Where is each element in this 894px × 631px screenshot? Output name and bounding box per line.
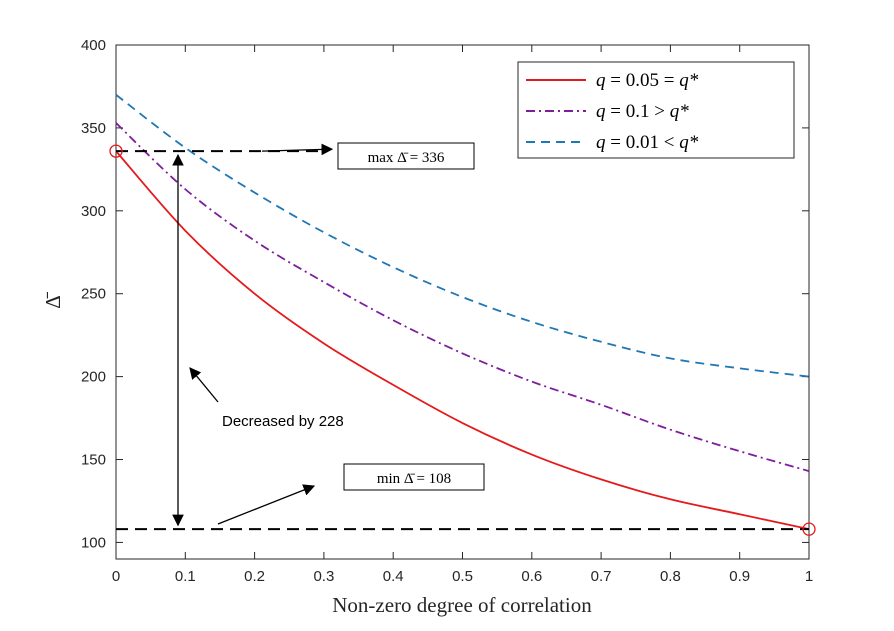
- x-tick-label: 0.2: [244, 568, 265, 585]
- y-tick-label: 200: [81, 369, 106, 386]
- x-tick-label: 0.8: [660, 568, 681, 585]
- min-point-marker: [802, 522, 816, 536]
- max-arrow: [261, 143, 334, 156]
- decrease-arrow: [189, 367, 219, 403]
- x-tick-label: 1: [805, 568, 813, 585]
- x-tick-label: 0.3: [313, 568, 334, 585]
- y-tick-label: 300: [81, 203, 106, 220]
- min-arrow: [217, 484, 316, 525]
- min-label: min Δ̄ = 108: [377, 471, 451, 487]
- x-tick-label: 0.1: [175, 568, 196, 585]
- y-tick-label: 100: [81, 534, 106, 551]
- x-tick-label: 0: [112, 568, 120, 585]
- legend-label-series-3: q = 0.01 < q*: [596, 132, 699, 153]
- y-tick-label: 250: [81, 286, 106, 303]
- min-label-box: [343, 463, 485, 491]
- x-tick-label: 0.4: [383, 568, 404, 585]
- series-line-3: [115, 94, 810, 378]
- max-label: max Δ̄ = 336: [368, 150, 445, 166]
- x-axis-title: Non-zero degree of correlation: [332, 593, 592, 617]
- max-point-marker: [109, 144, 123, 158]
- y-tick-label: 150: [81, 452, 106, 469]
- x-tick-label: 0.5: [452, 568, 473, 585]
- series-line-1: [115, 150, 810, 531]
- max-label-box: [337, 142, 475, 170]
- decrease-label: Decreased by 228: [222, 413, 344, 430]
- y-tick-label: 350: [81, 120, 106, 137]
- series-line-2: [115, 122, 810, 472]
- y-tick-label: 400: [81, 37, 106, 54]
- x-tick-label: 0.9: [729, 568, 750, 585]
- legend-label-series-1: q = 0.05 = q*: [596, 70, 699, 91]
- x-tick-label: 0.6: [521, 568, 542, 585]
- legend: q = 0.05 = q* q = 0.1 > q* q = 0.01 < q*: [517, 61, 795, 159]
- y-axis-title: Δ̄: [41, 291, 65, 309]
- legend-label-series-2: q = 0.1 > q*: [596, 101, 689, 122]
- x-tick-label: 0.7: [591, 568, 612, 585]
